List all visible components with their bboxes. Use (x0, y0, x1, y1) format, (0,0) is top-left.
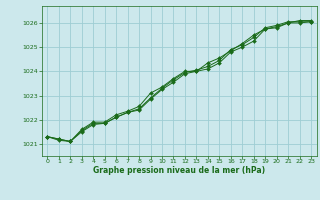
X-axis label: Graphe pression niveau de la mer (hPa): Graphe pression niveau de la mer (hPa) (93, 166, 265, 175)
